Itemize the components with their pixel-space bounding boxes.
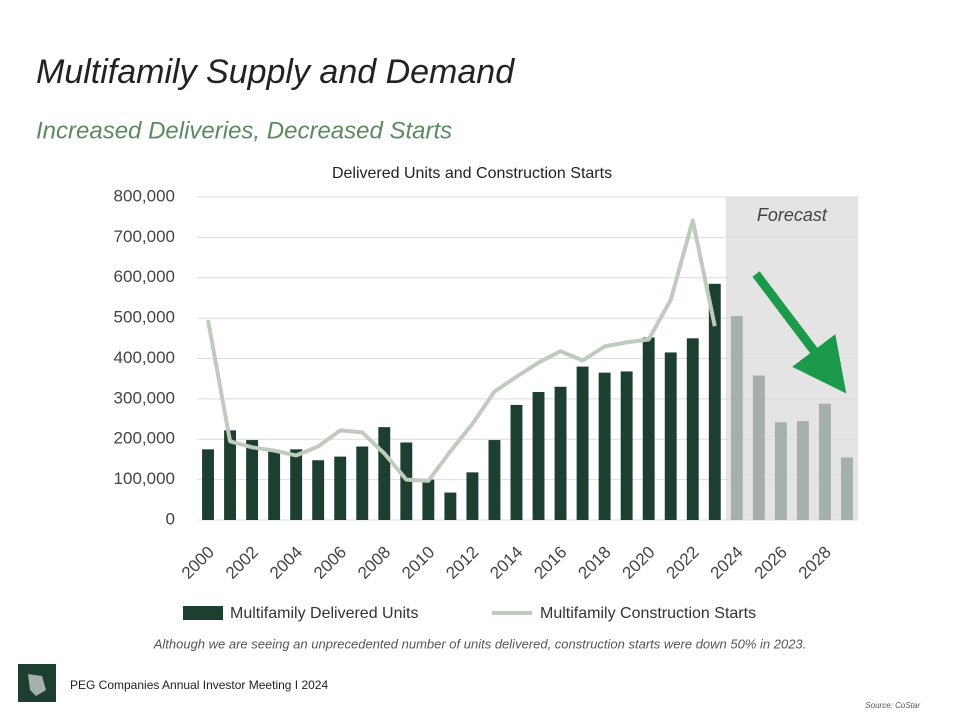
bar — [246, 440, 259, 520]
y-tick-label: 800,000 — [114, 186, 175, 205]
y-tick-label: 300,000 — [114, 388, 175, 407]
y-tick-label: 200,000 — [114, 429, 175, 448]
bar — [730, 316, 743, 520]
bar — [774, 422, 787, 520]
source: Source: CoStar — [865, 701, 920, 710]
bar — [554, 386, 567, 520]
y-tick-label: 700,000 — [114, 227, 175, 246]
x-tick-label: 2016 — [530, 543, 570, 583]
x-tick-label: 2006 — [310, 543, 350, 583]
x-tick-label: 2014 — [486, 543, 526, 583]
legend-swatch — [183, 606, 223, 620]
footer-text: PEG Companies Annual Investor Meeting I … — [70, 678, 328, 692]
bar — [422, 479, 435, 520]
x-tick-label: 2004 — [266, 543, 306, 583]
bar — [334, 456, 347, 520]
bar — [532, 392, 545, 520]
bar — [202, 449, 214, 520]
y-tick-label: 0 — [166, 509, 175, 528]
plot: Forecast 0 100,000 200,000 300,000 400,000 500… — [114, 186, 858, 583]
legend-label: Multifamily Delivered Units — [230, 605, 419, 622]
x-tick-label: 2008 — [354, 543, 394, 583]
bar — [841, 457, 853, 520]
bar — [664, 352, 677, 520]
x-tick-label: 2024 — [707, 543, 747, 583]
forecast-label: Forecast — [757, 205, 828, 225]
logo-mark — [28, 674, 46, 696]
bar — [708, 283, 721, 520]
bar — [686, 338, 699, 520]
bar — [819, 403, 831, 520]
bar — [752, 375, 765, 520]
x-tick-label: 2000 — [178, 543, 218, 583]
x-tick-label: 2018 — [574, 543, 614, 583]
x-tick-label: 2020 — [618, 543, 658, 583]
slide-title: Multifamily Supply and Demand — [36, 53, 515, 91]
bar — [598, 372, 611, 520]
bar — [510, 404, 523, 520]
chart-note: Although we are seeing an unprecedented … — [153, 636, 807, 651]
bar — [466, 472, 479, 520]
bar — [620, 371, 633, 520]
bar — [444, 492, 457, 520]
trend-arrow — [752, 271, 847, 394]
line — [206, 218, 717, 483]
slide-subtitle: Increased Deliveries, Decreased Starts — [36, 117, 452, 144]
bar — [312, 460, 325, 520]
x-tick-label: 2002 — [222, 543, 262, 583]
bar — [796, 421, 809, 520]
bar — [642, 337, 655, 520]
y-tick-label: 600,000 — [114, 267, 175, 286]
bar — [268, 451, 281, 520]
bar — [356, 446, 369, 520]
y-tick-label: 400,000 — [114, 348, 175, 367]
chart-title: Delivered Units and Construction Starts — [332, 165, 612, 182]
legend-label: Multifamily Construction Starts — [540, 605, 756, 622]
x-tick-label: 2010 — [398, 543, 438, 583]
legend: Multifamily Delivered Units Multifamily … — [183, 605, 756, 622]
x-tick-label: 2026 — [751, 543, 791, 583]
bar — [576, 366, 589, 520]
bar — [290, 449, 303, 520]
logo — [18, 664, 56, 702]
y-tick-label: 100,000 — [114, 469, 175, 488]
bar — [224, 430, 236, 520]
x-tick-label: 2028 — [795, 543, 835, 583]
x-tick-label: 2012 — [442, 543, 482, 583]
bar — [488, 440, 501, 520]
bar — [378, 427, 391, 520]
x-tick-label: 2022 — [663, 543, 703, 583]
y-tick-label: 500,000 — [114, 308, 175, 327]
